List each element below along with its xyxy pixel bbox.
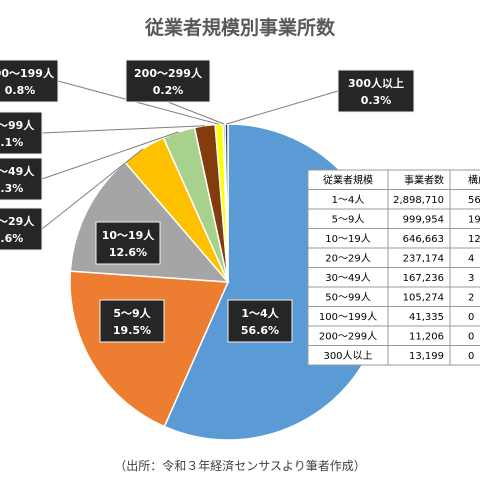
data-label-8: 200～299人 0.2% xyxy=(125,59,211,103)
leader-line-9 xyxy=(226,90,339,125)
table-cell: 300人以上 xyxy=(323,350,372,362)
data-label-category: 1～4人 xyxy=(241,306,279,320)
label-layer: 1～4人 56.6% 5～9人 19.5% 10～19人 12.6% 20～29人 4.6% 3… xyxy=(0,59,415,343)
table-cell: 646,663 xyxy=(403,234,444,245)
table-cell: 3 xyxy=(468,273,474,284)
table-cell: 105,274 xyxy=(403,293,444,304)
data-label-category: 300人以上 xyxy=(348,76,404,90)
data-label-box xyxy=(0,157,43,201)
leader-line-5 xyxy=(41,131,179,180)
table-cell: 56 xyxy=(468,195,480,206)
data-label-category: 50～99人 xyxy=(0,118,35,132)
data-label-percent: 0.3% xyxy=(361,94,392,107)
data-label-box xyxy=(0,207,43,251)
data-label-category: 100～199人 xyxy=(0,66,55,80)
data-label-category: 30～49人 xyxy=(0,164,35,178)
data-label-box xyxy=(227,299,293,343)
leader-line-7 xyxy=(57,80,220,125)
table-header-cell: 構成 xyxy=(468,174,480,187)
data-label-box xyxy=(337,69,415,113)
data-label-7: 100～199人 0.8% xyxy=(0,59,59,103)
table-cell: 12 xyxy=(468,234,480,245)
data-label-percent: 56.6% xyxy=(241,324,279,337)
data-label-percent: 4.6% xyxy=(0,232,23,245)
data-label-percent: 0.8% xyxy=(5,84,36,97)
table-cell: 10～19人 xyxy=(325,233,370,245)
data-label-9: 300人以上 0.3% xyxy=(337,69,415,113)
data-label-5: 30～49人 3.3% xyxy=(0,157,43,201)
table-cell: 20～29人 xyxy=(325,253,370,265)
data-label-box xyxy=(95,221,161,265)
table-header-cell: 従業者規模 xyxy=(323,174,373,187)
data-table: 従業者規模 事業者数 構成 1～4人 2,898,710 56 5～9人 999,954 19 1… xyxy=(307,169,480,366)
leader-line-8 xyxy=(167,101,225,125)
table-cell: 200～299人 xyxy=(319,331,377,343)
table-header-cell: 事業者数 xyxy=(404,174,444,187)
data-label-percent: 3.3% xyxy=(0,182,23,195)
table-cell: 999,954 xyxy=(403,215,444,226)
data-label-4: 20～29人 4.6% xyxy=(0,207,43,251)
chart-title: 従業者規模別事業所数 xyxy=(144,16,336,39)
data-label-percent: 12.6% xyxy=(109,246,147,259)
table-cell: 5～9人 xyxy=(332,214,365,226)
table-cell: 13,199 xyxy=(409,351,444,362)
data-label-box xyxy=(99,299,165,343)
leader-line-6 xyxy=(41,125,205,134)
data-label-2: 5～9人 19.5% xyxy=(99,299,165,343)
data-label-category: 20～29人 xyxy=(0,214,35,228)
data-label-box xyxy=(0,59,59,103)
data-label-3: 10～19人 12.6% xyxy=(95,221,161,265)
data-label-category: 5～9人 xyxy=(113,306,151,320)
table-cell: 2,898,710 xyxy=(393,195,444,206)
table-cell: 2 xyxy=(468,293,474,304)
data-label-percent: 0.2% xyxy=(153,84,184,97)
table-cell: 50～99人 xyxy=(325,292,370,304)
data-label-category: 10～19人 xyxy=(102,228,156,242)
leader-line-4 xyxy=(41,148,144,230)
table-cell: 237,174 xyxy=(403,254,444,265)
table-cell: 11,206 xyxy=(409,332,444,343)
table-cell: 0 xyxy=(468,312,474,323)
table-cell: 167,236 xyxy=(403,273,444,284)
table-cell: 0 xyxy=(468,332,474,343)
source-note: （出所：令和３年経済センサスより筆者作成） xyxy=(114,458,366,473)
table-cell: 0 xyxy=(468,351,474,362)
table-cell: 19 xyxy=(468,215,480,226)
table-cell: 41,335 xyxy=(409,312,444,323)
leader-layer xyxy=(41,80,339,230)
data-label-percent: 2.1% xyxy=(0,136,23,149)
table-cell: 30～49人 xyxy=(325,272,370,284)
table-cell: 4 xyxy=(468,254,474,265)
table-cell: 1～4人 xyxy=(332,194,365,206)
data-label-percent: 19.5% xyxy=(113,324,151,337)
data-label-6: 50～99人 2.1% xyxy=(0,111,43,155)
data-label-box xyxy=(125,59,211,103)
data-label-box xyxy=(0,111,43,155)
data-label-category: 200～299人 xyxy=(134,66,203,80)
data-label-1: 1～4人 56.6% xyxy=(227,299,293,343)
table-cell: 100～199人 xyxy=(319,311,377,323)
